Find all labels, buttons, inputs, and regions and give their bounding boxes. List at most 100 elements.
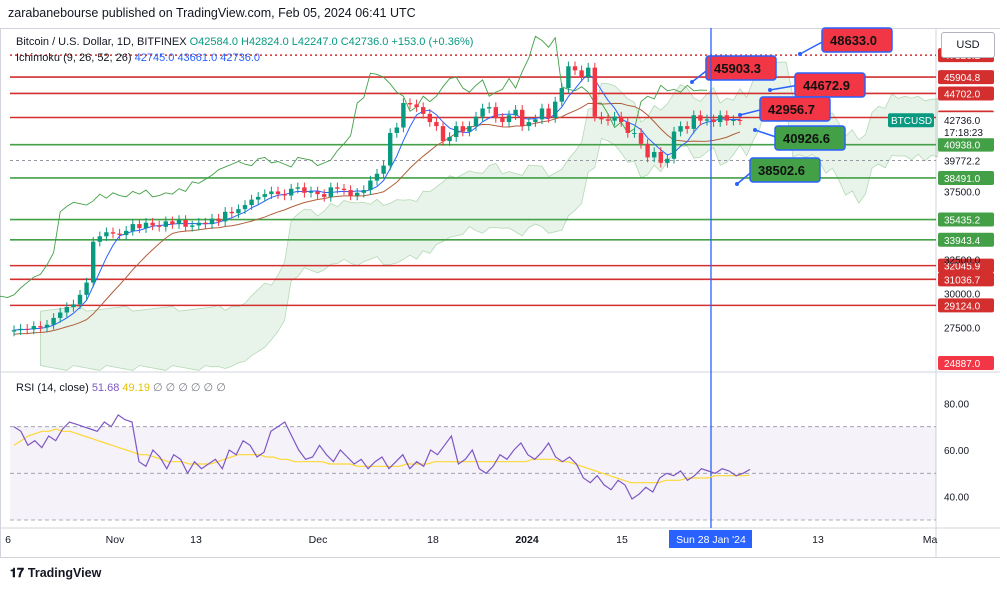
candle-body (487, 107, 492, 109)
candle-body (269, 191, 274, 195)
ichimoku-legend[interactable]: Ichimoku (9, 26, 52, 26) 42745.0 43661.0… (16, 52, 260, 64)
candle-body (236, 209, 241, 214)
price-label-bg-24887 (938, 356, 994, 370)
candle-body (209, 218, 215, 225)
candle-body (599, 116, 604, 120)
candle-body (328, 187, 333, 197)
candle-body (38, 326, 43, 328)
candle-body (368, 180, 373, 191)
candle-body (553, 101, 558, 118)
candle-body (130, 224, 135, 231)
candle-body (143, 222, 149, 229)
candle-body (625, 122, 630, 133)
callout-anchor (753, 128, 757, 132)
rsi-ma-line (13, 428, 751, 484)
candle-body (124, 230, 129, 235)
candle-body (421, 107, 426, 114)
candle-body (203, 222, 208, 225)
callout-anchor (768, 88, 772, 92)
candle-body (25, 328, 30, 330)
candle-body (401, 103, 406, 128)
callout-box-42956.7 (759, 96, 831, 122)
price-label-39772.2: 39772.2 (944, 157, 981, 168)
candle-body (315, 191, 320, 195)
ticker-symbol: BTCUSD (891, 116, 932, 127)
price-label-bg-33943.4 (938, 232, 994, 247)
candle-body (658, 151, 663, 163)
candle-body (388, 132, 393, 166)
kijun-line (13, 102, 741, 335)
candle-body (97, 236, 102, 242)
candle-body (150, 222, 155, 226)
axis-tick-30000.0: 30000.0 (944, 289, 981, 300)
callout-anchor (690, 80, 694, 84)
price-label-38491.0: 38491.0 (944, 174, 981, 185)
tradingview-logo[interactable]: 𝟏𝟕 TradingView (10, 566, 102, 580)
candle-body (77, 294, 83, 305)
candle-body (348, 190, 353, 196)
candle-body (605, 119, 611, 121)
candle-body (196, 222, 201, 226)
candle-body (18, 328, 23, 331)
rsi-axis-60.00: 60.00 (944, 446, 969, 457)
tv-logo-icon: 𝟏𝟕 (10, 566, 24, 580)
candle-body (249, 199, 254, 206)
price-label-bg-38491.0 (938, 170, 994, 185)
bar-countdown: 17:18:23 (944, 128, 983, 139)
time-axis-label-0: 6 (5, 534, 11, 546)
candle-body (341, 188, 347, 191)
price-label-bg-31036.7 (938, 272, 994, 287)
candle-body (434, 122, 439, 127)
callout-label-48633.0: 48633.0 (830, 33, 877, 48)
ohlc-values: O42584.0 H42824.0 L42247.0 C42736.0 +153… (189, 36, 474, 48)
candle-body (289, 188, 294, 196)
candle-body (533, 119, 538, 123)
rsi-value: 51.68 (91, 382, 120, 394)
candle-body (460, 126, 465, 132)
candle-body (31, 326, 36, 330)
callout-leader (769, 84, 800, 91)
candle-body (157, 225, 162, 227)
candle-body (176, 219, 182, 225)
candle-body (190, 225, 195, 227)
price-label-bg-44702.0 (938, 86, 994, 101)
publisher-caption: zarabanebourse published on TradingView.… (8, 6, 416, 20)
candle-body (223, 211, 228, 222)
candle-body (665, 158, 670, 163)
price-label-44702.0: 44702.0 (944, 89, 981, 100)
ichimoku-title: Ichimoku (9, 26, 52, 26) (16, 52, 132, 64)
currency-button[interactable]: USD (941, 32, 995, 58)
candle-body (229, 211, 234, 214)
candle-body (592, 67, 597, 117)
candle-body (652, 151, 657, 158)
rsi-legend[interactable]: RSI (14, close) 51.68 49.19 ∅ ∅ ∅ ∅ ∅ ∅ (16, 381, 226, 394)
crosshair-date-bg (669, 530, 752, 548)
callout-box-45903.3 (705, 55, 777, 81)
candle-body (414, 104, 419, 108)
candle-body (44, 324, 50, 328)
price-label-bg-32045.9 (938, 258, 994, 273)
time-axis-label-4: 18 (427, 534, 439, 546)
candle-body (473, 116, 479, 127)
price-label-35435.2: 35435.2 (944, 216, 981, 227)
candle-body (539, 108, 545, 120)
candle-body (737, 120, 743, 122)
candle-body (117, 233, 122, 235)
candle-body (447, 137, 452, 142)
time-axis-label-5: 2024 (515, 534, 539, 546)
candle-body (11, 330, 17, 332)
price-label-bg-45904.8 (938, 70, 994, 85)
candle-body (361, 190, 366, 193)
candle-body (506, 115, 512, 123)
candle-body (500, 117, 505, 123)
candle-body (407, 103, 413, 105)
rsi-axis-80.00: 80.00 (944, 399, 969, 410)
candle-body (467, 126, 472, 132)
callout-box-38502.6 (749, 157, 821, 183)
callout-box-48633.0 (821, 27, 893, 53)
candle-body (282, 194, 287, 196)
callout-label-42956.7: 42956.7 (768, 102, 815, 117)
chart-panel[interactable] (0, 28, 1000, 558)
candle-body (671, 131, 677, 159)
